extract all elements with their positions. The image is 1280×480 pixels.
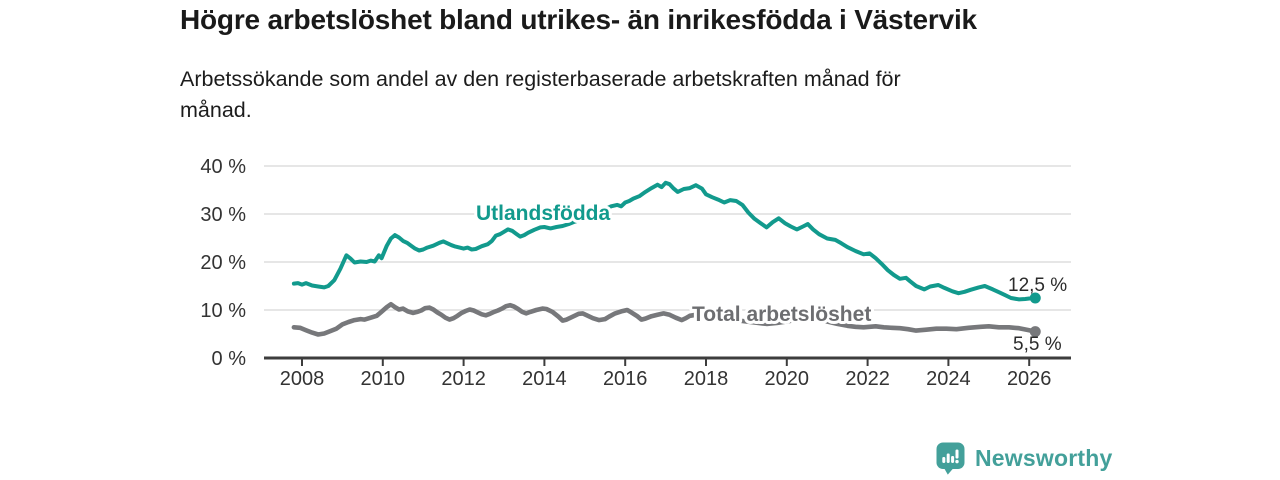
x-tick-label: 2024 — [926, 368, 971, 390]
series-end-value: 5,5 % — [1013, 334, 1062, 355]
x-tick-label: 2016 — [603, 368, 648, 390]
series-label: Total arbetslöshet — [692, 303, 871, 326]
y-tick-label: 30 % — [200, 204, 246, 226]
series-end-dot — [1029, 292, 1041, 304]
x-tick-label: 2018 — [684, 368, 729, 390]
chart-title: Högre arbetslöshet bland utrikes- än inr… — [180, 4, 977, 35]
series-line-total — [291, 301, 1038, 337]
series-end-dot — [1029, 326, 1041, 338]
y-tick-label: 40 % — [200, 156, 246, 178]
x-tick-label: 2026 — [1007, 368, 1052, 390]
y-tick-label: 0 % — [212, 348, 247, 370]
y-tick-label: 10 % — [200, 300, 246, 322]
x-tick-label: 2008 — [280, 368, 325, 390]
x-tick-label: 2010 — [361, 368, 406, 390]
x-tick-label: 2022 — [845, 368, 890, 390]
newsworthy-icon — [936, 442, 965, 475]
chart-subtitle: Arbetssökande som andel av den registerb… — [180, 67, 901, 122]
series-line-utlandsfodda — [291, 180, 1038, 302]
brand-name: Newsworthy — [975, 445, 1113, 471]
y-tick-label: 20 % — [200, 252, 246, 274]
series-label: Utlandsfödda — [476, 202, 610, 225]
x-tick-label: 2020 — [765, 368, 810, 390]
x-tick-label: 2012 — [441, 368, 486, 390]
newsworthy-logo: Newsworthy — [936, 442, 1112, 475]
x-tick-label: 2014 — [522, 368, 567, 390]
series-end-value: 12,5 % — [1008, 275, 1067, 296]
